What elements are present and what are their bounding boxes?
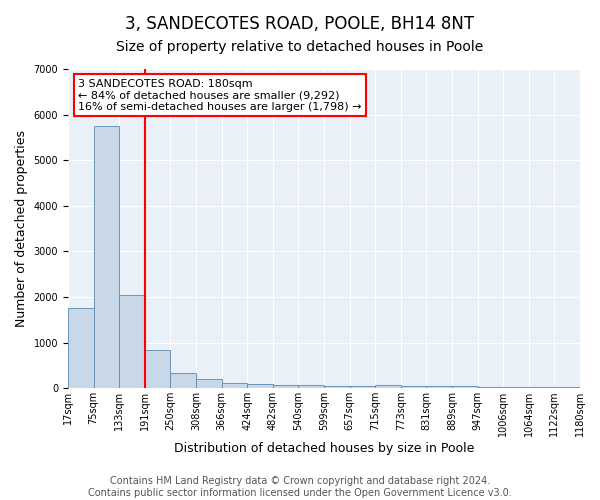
Bar bbox=[529, 387, 554, 388]
Bar bbox=[401, 386, 427, 388]
Bar bbox=[478, 386, 503, 388]
Bar bbox=[170, 372, 196, 388]
Text: Size of property relative to detached houses in Poole: Size of property relative to detached ho… bbox=[116, 40, 484, 54]
Bar bbox=[145, 350, 170, 388]
Bar bbox=[247, 384, 273, 388]
Bar bbox=[119, 294, 145, 388]
Y-axis label: Number of detached properties: Number of detached properties bbox=[15, 130, 28, 327]
Bar bbox=[554, 387, 580, 388]
Bar bbox=[94, 126, 119, 388]
X-axis label: Distribution of detached houses by size in Poole: Distribution of detached houses by size … bbox=[174, 442, 474, 455]
Bar bbox=[221, 383, 247, 388]
Bar bbox=[427, 386, 452, 388]
Bar bbox=[452, 386, 478, 388]
Text: 3, SANDECOTES ROAD, POOLE, BH14 8NT: 3, SANDECOTES ROAD, POOLE, BH14 8NT bbox=[125, 15, 475, 33]
Bar bbox=[350, 386, 375, 388]
Text: 3 SANDECOTES ROAD: 180sqm
← 84% of detached houses are smaller (9,292)
16% of se: 3 SANDECOTES ROAD: 180sqm ← 84% of detac… bbox=[78, 78, 362, 112]
Text: Contains HM Land Registry data © Crown copyright and database right 2024.
Contai: Contains HM Land Registry data © Crown c… bbox=[88, 476, 512, 498]
Bar bbox=[503, 387, 529, 388]
Bar bbox=[324, 386, 350, 388]
Bar bbox=[68, 308, 94, 388]
Bar bbox=[273, 384, 298, 388]
Bar bbox=[375, 385, 401, 388]
Bar bbox=[196, 379, 221, 388]
Bar bbox=[298, 386, 324, 388]
